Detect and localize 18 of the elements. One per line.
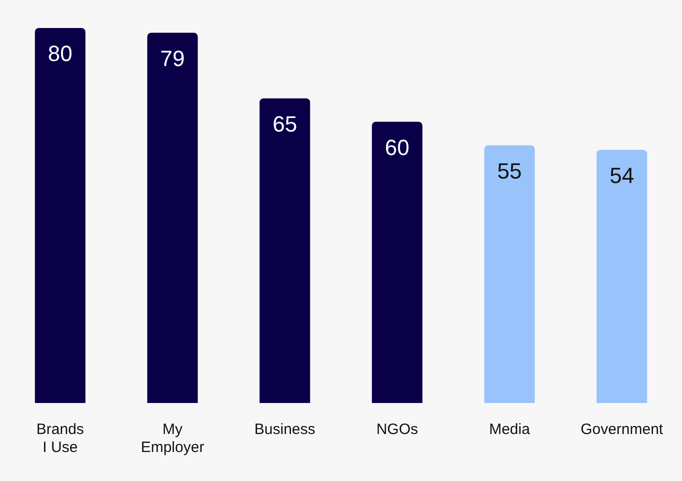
- x-tick-label: My Employer: [140, 421, 204, 456]
- bar: [147, 32, 198, 403]
- x-tick-label: NGOs: [376, 421, 418, 438]
- data-label: 54: [610, 162, 634, 188]
- x-tick-label: Business: [254, 421, 316, 438]
- data-label: 65: [272, 111, 298, 136]
- bar: [596, 150, 648, 403]
- bar: [34, 28, 86, 403]
- x-tick-label: Government: [580, 421, 664, 438]
- bar: [260, 98, 310, 403]
- bar: [372, 122, 422, 403]
- data-label: 79: [160, 46, 185, 71]
- bar: [484, 145, 535, 403]
- data-label: 55: [497, 158, 522, 184]
- x-tick-label: Media: [489, 421, 531, 438]
- data-label: 60: [384, 134, 410, 160]
- data-label: 80: [48, 41, 72, 66]
- x-tick-label: Brands I Use: [36, 421, 84, 456]
